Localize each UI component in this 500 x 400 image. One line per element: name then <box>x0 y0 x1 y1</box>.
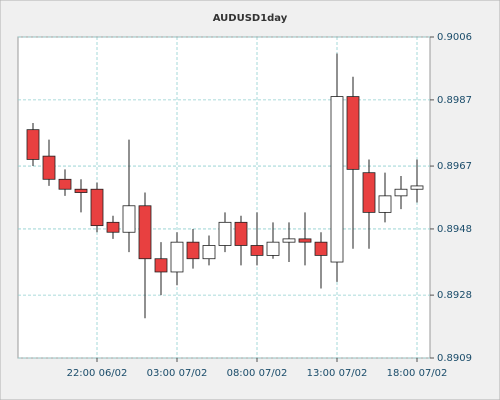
candle-body <box>186 241 200 260</box>
candle-body <box>74 188 88 193</box>
candle-body <box>234 221 248 246</box>
chart-title: AUDUSD1day <box>213 13 288 24</box>
y-tick-label: 0.8928 <box>437 290 472 301</box>
candle-body <box>218 221 232 246</box>
candle-body <box>410 185 424 190</box>
candle-body <box>250 245 264 256</box>
candle-body <box>42 155 56 180</box>
candle-body <box>26 129 40 160</box>
y-tick-label: 0.9006 <box>437 32 472 43</box>
candle-body <box>90 188 104 227</box>
x-tick-label: 03:00 07/02 <box>147 368 208 379</box>
candle-body <box>122 205 136 233</box>
x-tick-label: 13:00 07/02 <box>307 368 368 379</box>
candle-body <box>378 195 392 213</box>
candle-body <box>58 178 72 190</box>
y-tick-label: 0.8909 <box>437 353 472 364</box>
plot-area <box>17 36 431 359</box>
candle-body <box>282 238 296 243</box>
candle-body <box>106 221 120 233</box>
candle-body <box>266 241 280 256</box>
candle-body <box>314 241 328 256</box>
candle-body <box>138 205 152 260</box>
candle-body <box>202 245 216 260</box>
x-tick-label: 22:00 06/02 <box>67 368 128 379</box>
y-tick-label: 0.8948 <box>437 224 472 235</box>
candle-body <box>346 96 360 170</box>
candle-body <box>298 238 312 243</box>
candle-body <box>154 258 168 273</box>
candle-body <box>170 241 184 273</box>
x-tick-label: 08:00 07/02 <box>227 368 288 379</box>
candle-body <box>394 188 408 197</box>
x-tick-label: 18:00 07/02 <box>387 368 448 379</box>
candle-body <box>362 172 376 213</box>
y-tick-label: 0.8987 <box>437 95 472 106</box>
y-tick-label: 0.8967 <box>437 161 472 172</box>
candle-body <box>330 96 344 263</box>
